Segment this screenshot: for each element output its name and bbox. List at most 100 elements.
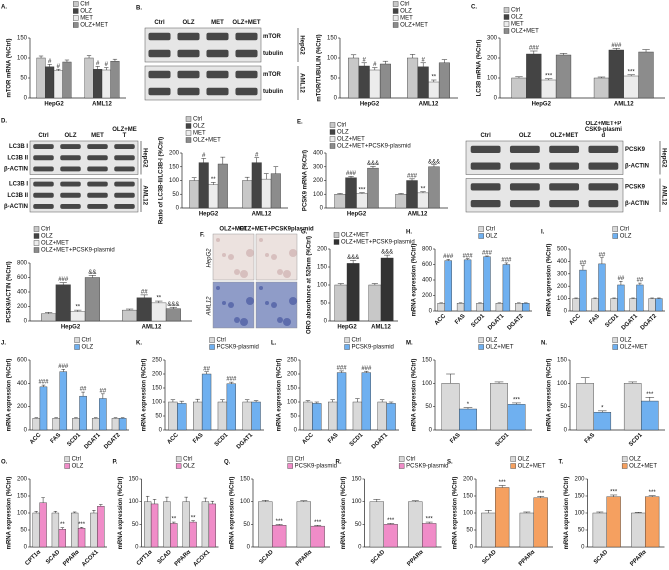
bar xyxy=(438,62,450,99)
y-tick-label: 0 xyxy=(24,96,28,102)
lane-label-box: OLZ+MET xyxy=(232,20,260,26)
significance-mark: ## xyxy=(618,276,625,282)
legend-swatch xyxy=(392,8,399,14)
significance-mark: ### xyxy=(443,254,454,260)
x-tick-label: PPARα xyxy=(174,549,193,568)
bar xyxy=(441,383,460,431)
y-axis-label: mRNA expression (%Ctrl) xyxy=(7,359,13,432)
x-tick-label: AML12 xyxy=(614,102,634,108)
legend-label: Ctrl xyxy=(511,8,520,14)
legend-label: OLZ xyxy=(193,124,205,130)
bar xyxy=(258,501,273,548)
significance-mark: ### xyxy=(58,364,69,370)
legend-label: OLZ+MET xyxy=(400,23,428,29)
blot-band xyxy=(549,162,580,170)
panel-label: S. xyxy=(447,460,453,466)
y-tick-label: 0 xyxy=(470,545,474,551)
blot-band xyxy=(509,162,540,170)
blot-band xyxy=(588,183,619,191)
y-tick-label: 50 xyxy=(243,522,250,528)
x-tick-label: SCD1 xyxy=(349,432,365,448)
panel-label: T. xyxy=(559,460,564,466)
blot-band xyxy=(33,181,54,187)
y-axis-label: mRNA expression (%Ctrl) xyxy=(547,359,553,432)
legend-swatch xyxy=(287,456,293,462)
y-tick-label: 0 xyxy=(24,428,28,434)
panel-label: B. xyxy=(136,6,142,12)
y-axis-label: mRNA expression (%Ctrl) xyxy=(564,477,570,550)
legend-swatch xyxy=(398,456,405,462)
blot-band xyxy=(114,166,135,172)
bar xyxy=(483,256,491,312)
blot-band xyxy=(60,192,81,198)
column-label: OLZ+MET+PCSK9plasmid xyxy=(239,227,314,233)
y-tick-label: 150 xyxy=(17,36,28,42)
y-axis-label: mRNA expression (%Ctrl) xyxy=(547,244,553,317)
blot-band xyxy=(549,199,580,208)
y-tick-label: 200 xyxy=(152,372,163,378)
significance-mark: *** xyxy=(649,490,657,496)
bar xyxy=(55,284,71,322)
blot-band xyxy=(148,49,171,58)
bar xyxy=(502,264,511,312)
legend-label: OLZ xyxy=(80,9,92,15)
row-label: HepG2 xyxy=(207,248,213,268)
x-tick-label: AML12 xyxy=(92,102,112,108)
blot-band xyxy=(235,87,258,96)
lane-label-box: OLZ+MET xyxy=(550,133,578,139)
bar xyxy=(79,395,87,431)
panel-label: O. xyxy=(1,460,8,466)
blot-band xyxy=(33,192,54,198)
significance-mark: *** xyxy=(78,522,86,528)
significance-mark: *** xyxy=(537,491,545,497)
y-tick-label: 400 xyxy=(313,151,324,157)
legend-label: OLZ+MET xyxy=(486,345,514,351)
tissue-speck xyxy=(259,238,263,242)
legend-swatch xyxy=(612,337,618,343)
blot-band xyxy=(177,32,200,41)
legend-label: OLZ xyxy=(620,234,632,240)
row-label: β-ACTIN xyxy=(625,164,649,170)
bar xyxy=(379,63,391,99)
y-tick-label: 150 xyxy=(422,358,433,364)
bar xyxy=(555,54,572,99)
lane-label: Ctrl xyxy=(154,20,165,26)
lane-label: MET xyxy=(211,20,224,26)
legend-label: OLZ xyxy=(72,464,84,470)
lane-label-box: OLZ xyxy=(519,133,531,139)
blot-band xyxy=(177,49,200,58)
bar xyxy=(151,302,167,322)
bar xyxy=(623,75,639,99)
lane-label-box: Ctrl xyxy=(480,133,490,139)
y-tick-label: 50 xyxy=(466,528,473,534)
bar xyxy=(111,418,120,431)
y-tick-label: 0 xyxy=(247,545,251,551)
y-tick-label: 0 xyxy=(159,428,163,434)
y-tick-label: 150 xyxy=(287,386,298,392)
significance-mark: # xyxy=(57,64,61,70)
y-tick-label: 0 xyxy=(581,545,585,551)
significance-mark: &&& xyxy=(367,161,379,167)
x-tick-label: DGAT2 xyxy=(103,432,122,451)
bar xyxy=(383,524,398,548)
legend-label: MET xyxy=(400,16,413,22)
significance-mark: && xyxy=(88,270,96,276)
panel-label: M. xyxy=(406,341,413,347)
significance-mark: # xyxy=(422,57,426,63)
y-axis-label: mRNA expression (%Ctrl) xyxy=(118,477,124,550)
bar xyxy=(168,401,178,431)
bar xyxy=(143,501,152,548)
bar xyxy=(407,57,419,99)
bar xyxy=(593,77,610,99)
significance-mark: ** xyxy=(431,75,436,81)
legend-label: MET xyxy=(511,22,524,28)
y-axis-label: mTOR/TUBULIN (%Ctrl) xyxy=(317,34,323,101)
panel-label: I. xyxy=(541,230,545,236)
x-tick-label: DGAT1 xyxy=(371,432,390,451)
bar xyxy=(631,512,646,548)
tissue-speck xyxy=(228,254,234,260)
significance-mark: &&& xyxy=(381,250,393,256)
bar xyxy=(515,303,523,312)
bar xyxy=(428,166,440,209)
y-tick-label: 50 xyxy=(20,528,27,534)
